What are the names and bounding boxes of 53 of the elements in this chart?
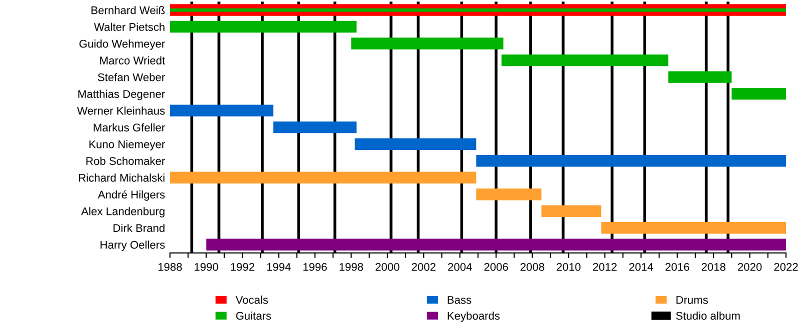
y-tick-label: André Hilgers (98, 190, 165, 201)
x-tick-label: 2010 (556, 263, 581, 271)
legend-label: Studio album (676, 312, 740, 320)
y-tick-label: Bernhard Weiß (92, 6, 165, 14)
legend-label: Guitars (236, 312, 271, 320)
y-tick-label: Harry Oellers (100, 240, 165, 251)
bar (170, 20, 357, 33)
legend-label: Bass (448, 296, 472, 304)
y-tick-label: Kuno Niemeyer (89, 140, 165, 150)
x-tick-label: 2012 (593, 263, 617, 271)
x-tick-label: 2016 (665, 263, 690, 271)
x-tick-label: 1998 (340, 263, 364, 271)
x-tick-label: 1992 (230, 263, 254, 271)
x-tick-label: 2022 (774, 263, 798, 271)
x-tick-label: 2004 (448, 263, 472, 271)
x-tick-label: 2008 (520, 263, 544, 271)
y-tick-label: Guido Wehmeyer (79, 40, 165, 50)
bar (206, 238, 786, 250)
bar (273, 121, 357, 134)
x-tick-label: 2006 (484, 263, 508, 271)
y-tick-label: Rob Schomaker (86, 156, 165, 165)
y-tick-label: Werner Kleinhaus (77, 106, 165, 115)
legend-label: Drums (676, 296, 708, 304)
x-tick-label: 2014 (629, 263, 654, 271)
x-tick-label: 2018 (702, 263, 726, 271)
bar (170, 172, 476, 184)
y-tick-label: Matthias Degener (78, 90, 165, 100)
bar (476, 188, 542, 200)
bar (732, 88, 786, 100)
y-tick-label: Richard Michalski (78, 174, 164, 182)
x-tick-label: 2020 (738, 263, 762, 271)
bar (354, 138, 476, 150)
x-tick-label: 1990 (194, 263, 218, 271)
bar (601, 222, 786, 234)
x-tick-label: 1988 (158, 263, 182, 271)
bar (476, 154, 786, 167)
bar (351, 38, 504, 50)
x-tick-label: 2000 (376, 263, 400, 271)
y-tick-label: Markus Gfeller (94, 123, 165, 132)
y-tick-label: Marco Wriedt (100, 56, 166, 64)
x-tick-label: 1996 (303, 263, 327, 271)
y-tick-label: Dirk Brand (114, 224, 164, 232)
bar (668, 71, 732, 83)
bar (541, 205, 602, 217)
bar (170, 104, 274, 116)
x-tick-label: 2002 (412, 263, 436, 271)
y-tick-label: Walter Pietsch (94, 22, 164, 31)
y-tick-label: Alex Landenburg (81, 207, 164, 218)
x-tick-label: 1994 (267, 263, 291, 271)
y-tick-label: Stefan Weber (98, 73, 165, 82)
legend-label: Vocals (236, 296, 268, 304)
bar (502, 54, 668, 66)
legend-label: Keyboards (448, 312, 500, 322)
